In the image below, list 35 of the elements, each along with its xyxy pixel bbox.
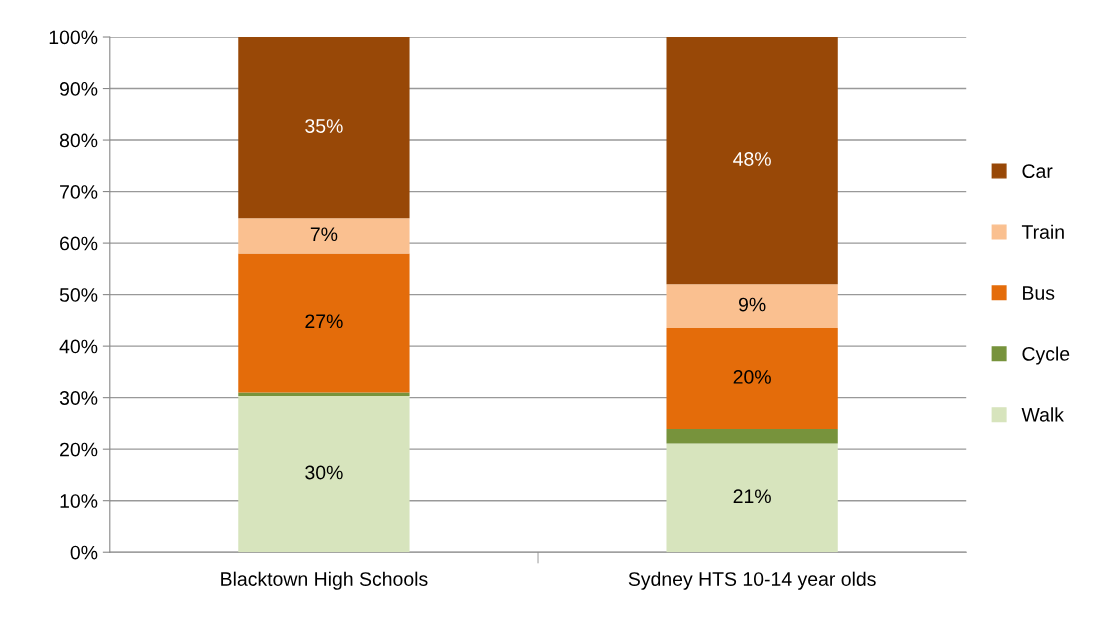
legend-label: Bus [1023,286,1055,300]
data-label: 35% [305,119,343,133]
data-label: 48% [733,152,771,166]
y-tick-label: 80% [59,133,98,148]
x-tick-label: Sydney HTS 10-14 year olds [628,571,876,590]
y-tick-label: 60% [60,236,98,251]
y-tick-label: 50% [59,288,98,302]
bar [238,396,410,553]
bar [666,429,838,444]
data-label: 20% [733,370,771,384]
data-label: 27% [305,314,343,329]
legend-label: Walk [1021,407,1064,422]
data-label: 9% [738,297,766,312]
bar [666,328,838,430]
y-tick-label: 10% [60,494,98,508]
bar [238,218,410,254]
legend-label: Cycle [1022,346,1070,365]
bar [666,443,838,553]
y-tick-label: 100% [49,30,98,45]
y-tick-label: 40% [59,339,98,354]
y-tick-label: 30% [59,391,98,405]
y-tick-label: 90% [59,82,98,96]
y-tick-label: 0% [70,545,98,560]
bar [238,37,410,219]
x-tick-label: Blacktown High Schools [221,571,428,590]
bar [666,284,838,329]
legend-label: Car [1022,164,1053,179]
bar [238,253,410,393]
y-tick-label: 70% [60,185,98,199]
y-tick-label: 20% [60,442,98,457]
data-label: 30% [305,465,343,480]
data-label: 21% [733,489,771,504]
data-label: 7% [310,227,338,242]
bar [666,37,838,285]
legend-label: Train [1021,224,1064,239]
